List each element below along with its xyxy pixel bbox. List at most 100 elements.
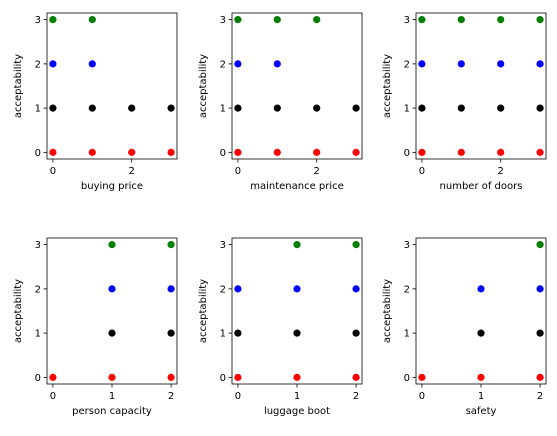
data-point bbox=[128, 105, 135, 112]
data-point bbox=[274, 149, 281, 156]
x-tick-label: 1 bbox=[294, 391, 300, 402]
data-point bbox=[89, 149, 96, 156]
data-point bbox=[89, 105, 96, 112]
x-tick-label: 0 bbox=[50, 391, 56, 402]
y-tick-label: 3 bbox=[404, 15, 410, 26]
y-axis-label: acceptability bbox=[382, 279, 393, 343]
data-point bbox=[536, 60, 543, 67]
data-point bbox=[497, 16, 504, 23]
data-point bbox=[49, 60, 56, 67]
y-tick-label: 1 bbox=[404, 329, 410, 340]
data-point bbox=[234, 374, 241, 381]
data-point bbox=[497, 149, 504, 156]
data-point bbox=[167, 149, 174, 156]
y-tick-label: 0 bbox=[35, 148, 41, 159]
x-tick-label: 0 bbox=[419, 391, 425, 402]
data-point bbox=[497, 105, 504, 112]
data-point bbox=[49, 16, 56, 23]
y-tick-label: 1 bbox=[35, 104, 41, 115]
data-point bbox=[536, 330, 543, 337]
x-tick-label: 2 bbox=[353, 391, 359, 402]
y-tick-label: 3 bbox=[35, 15, 41, 26]
data-point bbox=[167, 105, 174, 112]
x-axis-label: buying price bbox=[81, 181, 143, 192]
x-tick-label: 2 bbox=[314, 166, 320, 177]
data-point bbox=[108, 241, 115, 248]
data-point bbox=[352, 374, 359, 381]
y-tick-label: 3 bbox=[220, 15, 226, 26]
data-point bbox=[274, 16, 281, 23]
data-point bbox=[313, 16, 320, 23]
data-point bbox=[167, 285, 174, 292]
data-point bbox=[313, 149, 320, 156]
data-point bbox=[477, 330, 484, 337]
data-point bbox=[234, 330, 241, 337]
data-point bbox=[293, 285, 300, 292]
data-point bbox=[234, 60, 241, 67]
x-tick-label: 2 bbox=[129, 166, 135, 177]
data-point bbox=[167, 241, 174, 248]
data-point bbox=[418, 16, 425, 23]
x-axis-label: safety bbox=[466, 406, 497, 417]
data-point bbox=[313, 105, 320, 112]
x-tick-label: 0 bbox=[235, 166, 241, 177]
data-point bbox=[352, 285, 359, 292]
data-point bbox=[418, 105, 425, 112]
x-tick-label: 2 bbox=[168, 391, 174, 402]
data-point bbox=[89, 16, 96, 23]
y-tick-label: 2 bbox=[404, 59, 410, 70]
data-point bbox=[274, 60, 281, 67]
y-axis-label: acceptability bbox=[198, 54, 209, 118]
y-tick-label: 1 bbox=[35, 329, 41, 340]
data-point bbox=[234, 149, 241, 156]
y-axis-label: acceptability bbox=[13, 54, 24, 118]
data-point bbox=[458, 105, 465, 112]
data-point bbox=[274, 105, 281, 112]
data-point bbox=[108, 330, 115, 337]
x-axis-label: luggage boot bbox=[264, 406, 330, 417]
y-tick-label: 1 bbox=[220, 329, 226, 340]
y-tick-label: 1 bbox=[220, 104, 226, 115]
data-point bbox=[352, 105, 359, 112]
x-tick-label: 0 bbox=[419, 166, 425, 177]
x-axis-label: number of doors bbox=[440, 181, 523, 192]
data-point bbox=[536, 241, 543, 248]
y-tick-label: 0 bbox=[404, 148, 410, 159]
y-axis-label: acceptability bbox=[13, 279, 24, 343]
data-point bbox=[108, 374, 115, 381]
x-tick-label: 2 bbox=[498, 166, 504, 177]
y-tick-label: 2 bbox=[220, 284, 226, 295]
data-point bbox=[49, 105, 56, 112]
data-point bbox=[49, 374, 56, 381]
data-point bbox=[128, 149, 135, 156]
data-point bbox=[167, 374, 174, 381]
data-point bbox=[497, 60, 504, 67]
data-point bbox=[49, 149, 56, 156]
data-point bbox=[536, 149, 543, 156]
y-tick-label: 2 bbox=[404, 284, 410, 295]
data-point bbox=[458, 60, 465, 67]
data-point bbox=[536, 285, 543, 292]
data-point bbox=[536, 374, 543, 381]
x-tick-label: 0 bbox=[235, 391, 241, 402]
y-axis-label: acceptability bbox=[382, 54, 393, 118]
data-point bbox=[293, 241, 300, 248]
data-point bbox=[418, 60, 425, 67]
y-tick-label: 3 bbox=[35, 240, 41, 251]
x-axis-label: maintenance price bbox=[250, 181, 344, 192]
data-point bbox=[293, 374, 300, 381]
y-tick-label: 2 bbox=[35, 284, 41, 295]
data-point bbox=[458, 16, 465, 23]
y-axis-label: acceptability bbox=[198, 279, 209, 343]
data-point bbox=[477, 374, 484, 381]
data-point bbox=[352, 330, 359, 337]
data-point bbox=[293, 330, 300, 337]
y-tick-label: 0 bbox=[220, 148, 226, 159]
data-point bbox=[418, 374, 425, 381]
y-tick-label: 2 bbox=[220, 59, 226, 70]
y-tick-label: 0 bbox=[35, 373, 41, 384]
y-tick-label: 3 bbox=[404, 240, 410, 251]
data-point bbox=[167, 330, 174, 337]
data-point bbox=[234, 285, 241, 292]
